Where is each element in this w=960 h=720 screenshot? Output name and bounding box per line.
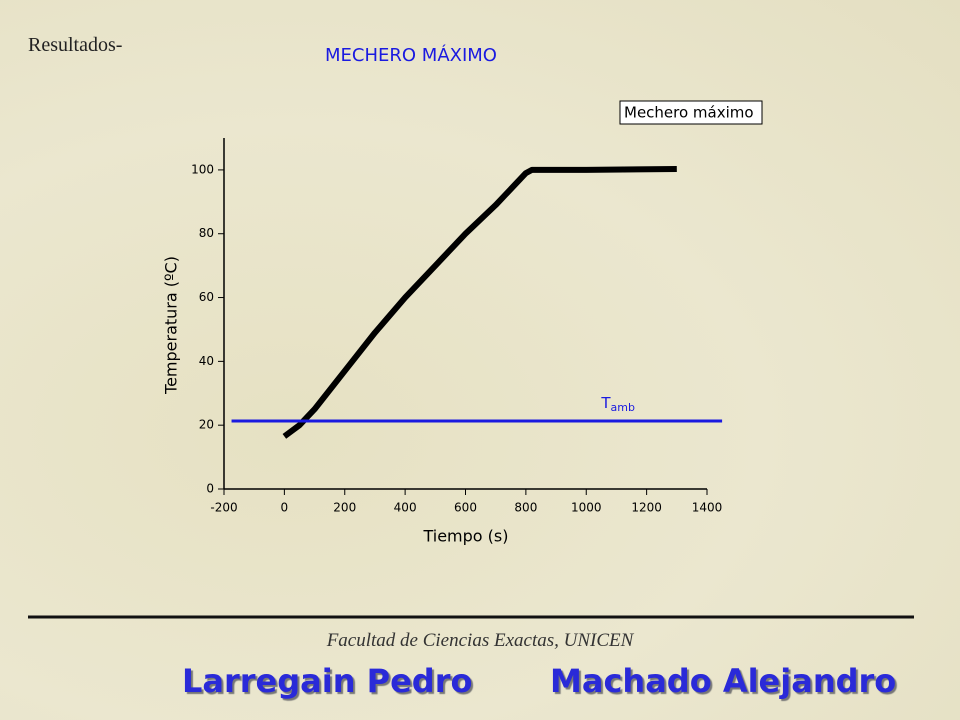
y-tick-label: 40 bbox=[199, 354, 214, 368]
x-axis-label: Tiempo (s) bbox=[422, 527, 508, 546]
y-tick-label: 0 bbox=[206, 482, 214, 496]
legend-entry: Mechero máximo bbox=[624, 104, 754, 122]
annotation: Tamb bbox=[600, 393, 635, 414]
x-tick-label: -200 bbox=[210, 501, 237, 515]
x-tick-label: 800 bbox=[514, 501, 537, 515]
x-tick-label: 200 bbox=[333, 501, 356, 515]
legend-box bbox=[619, 100, 763, 125]
author: Machado Alejandro bbox=[550, 662, 897, 700]
y-tick-label: 80 bbox=[199, 226, 214, 240]
annotation-subscript: amb bbox=[611, 401, 635, 414]
chart-title: MECHERO MÁXIMO bbox=[325, 44, 497, 66]
y-axis-label: Temperatura (ºC) bbox=[162, 256, 181, 395]
x-tick-label: 1000 bbox=[571, 501, 602, 515]
x-tick-label: 1400 bbox=[692, 501, 723, 515]
author: Larregain Pedro bbox=[182, 662, 473, 700]
x-tick-label: 1200 bbox=[631, 501, 662, 515]
y-tick-label: 60 bbox=[199, 290, 214, 304]
x-tick-label: 0 bbox=[281, 501, 289, 515]
x-tick-label: 600 bbox=[454, 501, 477, 515]
data-line bbox=[282, 165, 677, 439]
y-tick-label: 100 bbox=[191, 162, 214, 176]
x-tick-label: 400 bbox=[394, 501, 417, 515]
annotation-text: T bbox=[600, 393, 611, 411]
footer-institution: Facultad de Ciencias Exactas, UNICEN bbox=[326, 630, 634, 651]
section-label: Resultados- bbox=[28, 34, 123, 56]
y-tick-label: 20 bbox=[199, 418, 214, 432]
